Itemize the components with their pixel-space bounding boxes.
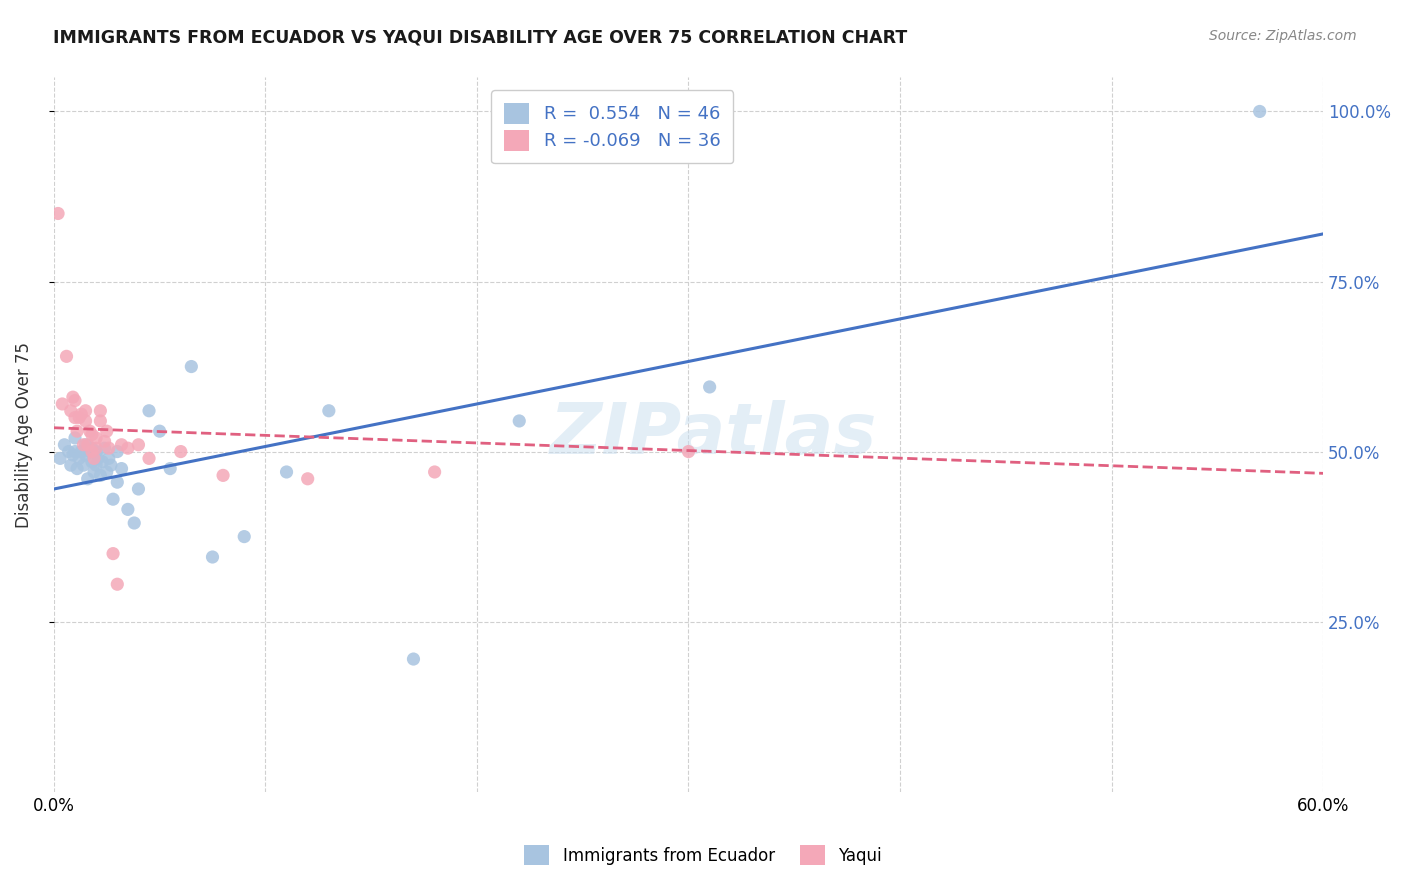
Point xyxy=(63,444,86,458)
Text: ZIPatlas: ZIPatlas xyxy=(550,401,877,469)
Text: IMMIGRANTS FROM ECUADOR VS YAQUI DISABILITY AGE OVER 75 CORRELATION CHART: IMMIGRANTS FROM ECUADOR VS YAQUI DISABIL… xyxy=(53,29,908,46)
Point xyxy=(76,438,98,452)
Point xyxy=(67,410,90,425)
Y-axis label: Disability Age Over 75: Disability Age Over 75 xyxy=(15,342,32,527)
Point xyxy=(318,403,340,417)
Point xyxy=(80,441,103,455)
Point xyxy=(72,438,94,452)
Point xyxy=(110,438,132,452)
Point xyxy=(80,427,103,442)
Point xyxy=(678,444,700,458)
Point xyxy=(80,444,103,458)
Point xyxy=(63,393,86,408)
Point xyxy=(75,438,97,452)
Point xyxy=(101,492,124,507)
Point xyxy=(1249,104,1271,119)
Point xyxy=(93,434,115,449)
Point xyxy=(53,438,76,452)
Point xyxy=(84,441,107,455)
Point xyxy=(75,403,97,417)
Point xyxy=(97,451,120,466)
Point xyxy=(127,482,149,496)
Point xyxy=(80,455,103,469)
Point xyxy=(83,451,105,466)
Point xyxy=(402,652,425,666)
Point xyxy=(105,475,128,490)
Point xyxy=(84,458,107,473)
Point xyxy=(49,451,72,466)
Point xyxy=(87,451,110,466)
Legend: R =  0.554   N = 46, R = -0.069   N = 36: R = 0.554 N = 46, R = -0.069 N = 36 xyxy=(492,90,733,163)
Point xyxy=(96,424,118,438)
Point xyxy=(58,444,80,458)
Point xyxy=(105,577,128,591)
Point xyxy=(51,397,73,411)
Point xyxy=(62,448,84,462)
Point xyxy=(276,465,298,479)
Point xyxy=(79,444,101,458)
Point xyxy=(59,403,82,417)
Point xyxy=(75,414,97,428)
Point xyxy=(117,441,139,455)
Point xyxy=(70,444,93,458)
Text: Source: ZipAtlas.com: Source: ZipAtlas.com xyxy=(1209,29,1357,43)
Point xyxy=(100,458,122,473)
Point xyxy=(66,461,89,475)
Point xyxy=(84,444,107,458)
Point xyxy=(89,403,111,417)
Point xyxy=(63,431,86,445)
Point xyxy=(159,461,181,475)
Point xyxy=(117,502,139,516)
Point xyxy=(110,461,132,475)
Point xyxy=(83,465,105,479)
Point xyxy=(105,444,128,458)
Point xyxy=(84,431,107,445)
Point xyxy=(101,547,124,561)
Point xyxy=(59,458,82,473)
Point xyxy=(122,516,145,530)
Point xyxy=(699,380,721,394)
Point xyxy=(297,472,319,486)
Point xyxy=(93,441,115,455)
Point xyxy=(201,549,224,564)
Legend: Immigrants from Ecuador, Yaqui: Immigrants from Ecuador, Yaqui xyxy=(516,837,890,873)
Point xyxy=(70,407,93,421)
Point xyxy=(67,451,90,466)
Point xyxy=(233,530,256,544)
Point xyxy=(138,403,160,417)
Point xyxy=(97,441,120,455)
Point xyxy=(76,472,98,486)
Point xyxy=(55,349,77,363)
Point xyxy=(180,359,202,374)
Point xyxy=(89,468,111,483)
Point xyxy=(79,424,101,438)
Point xyxy=(63,410,86,425)
Point xyxy=(62,390,84,404)
Point xyxy=(127,438,149,452)
Point xyxy=(138,451,160,466)
Point xyxy=(72,458,94,473)
Point xyxy=(75,448,97,462)
Point xyxy=(423,465,446,479)
Point xyxy=(46,206,69,220)
Point xyxy=(96,465,118,479)
Point xyxy=(91,455,114,469)
Point xyxy=(170,444,193,458)
Point xyxy=(66,424,89,438)
Point xyxy=(89,414,111,428)
Point xyxy=(149,424,172,438)
Point xyxy=(508,414,530,428)
Point xyxy=(212,468,235,483)
